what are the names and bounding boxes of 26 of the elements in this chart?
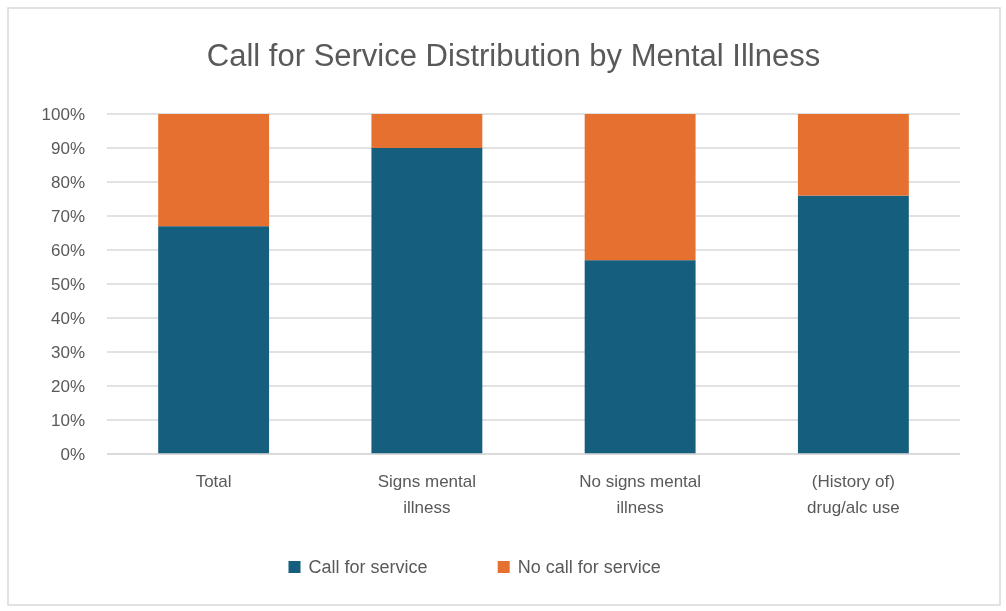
y-tick-label: 30% (50, 342, 85, 362)
bar (158, 114, 270, 227)
bar (584, 260, 696, 454)
bar (371, 114, 483, 148)
bar (584, 114, 696, 261)
bar (371, 148, 483, 454)
y-tick-label: 0% (60, 444, 85, 464)
y-tick-label: 70% (50, 206, 85, 226)
y-tick-label: 80% (50, 172, 85, 192)
x-tick-label: (History of) drug/alc use (807, 472, 900, 517)
y-tick-label: 40% (50, 308, 85, 328)
y-tick-label: 60% (50, 240, 85, 260)
y-tick-label: 10% (50, 410, 85, 430)
legend-label: Call for service (308, 557, 428, 577)
y-tick-label: 20% (50, 376, 85, 396)
legend-label: No call for service (517, 557, 661, 577)
x-tick-label: Signs mental illness (377, 472, 477, 517)
x-tick-label: Total (195, 472, 232, 491)
chart-title: Call for Service Distribution by Mental Illness (206, 38, 821, 73)
y-tick-label: 50% (50, 274, 85, 294)
bar (797, 114, 909, 196)
bar (797, 195, 909, 454)
y-tick-label: 90% (50, 138, 85, 158)
bar (158, 226, 270, 454)
x-tick-label: No signs mental illness (579, 472, 702, 517)
y-tick-label: 100% (41, 104, 85, 124)
